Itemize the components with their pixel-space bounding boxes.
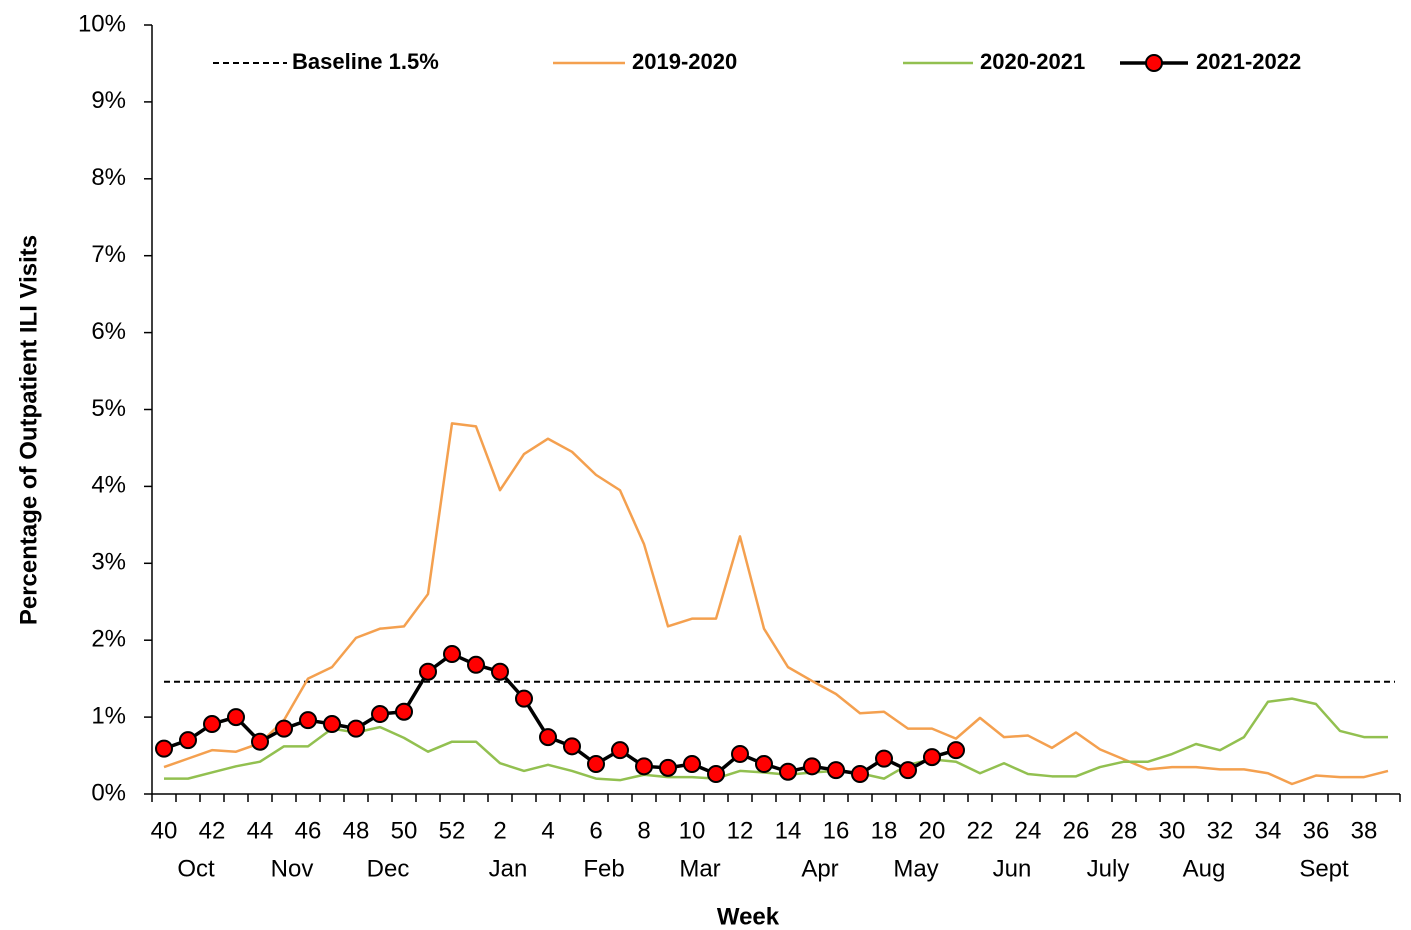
x-tick-label: 18 [871, 817, 898, 844]
marker [443, 645, 461, 664]
marker [635, 757, 653, 776]
month-label: May [893, 855, 938, 882]
y-tick-label: 10% [78, 10, 126, 37]
marker [707, 765, 725, 784]
series-line [163, 652, 957, 776]
x-tick-label: 44 [247, 817, 274, 844]
month-label: Oct [177, 855, 215, 882]
x-tick-label: 30 [1159, 817, 1186, 844]
legend-label: 2021-2022 [1196, 49, 1301, 74]
y-tick-label: 8% [91, 164, 126, 191]
x-tick-label: 20 [919, 817, 946, 844]
x-tick-label: 36 [1303, 817, 1330, 844]
month-label: Feb [583, 855, 624, 882]
marker [683, 755, 701, 774]
marker [275, 719, 293, 738]
x-tick-label: 46 [295, 817, 322, 844]
y-tick-label: 7% [91, 241, 126, 268]
x-tick-label: 50 [391, 817, 418, 844]
marker [227, 708, 245, 727]
x-tick-label: 42 [199, 817, 226, 844]
x-tick-label: 52 [439, 817, 466, 844]
y-tick-label: 0% [91, 779, 126, 806]
marker [779, 762, 797, 781]
marker [851, 765, 869, 784]
month-label: Apr [801, 855, 838, 882]
legend-marker [1145, 54, 1163, 72]
series-line [163, 422, 1389, 786]
marker [467, 655, 485, 674]
y-tick-label: 3% [91, 549, 126, 576]
month-label: Sept [1299, 855, 1349, 882]
marker [395, 702, 413, 721]
legend-label: Baseline 1.5% [292, 49, 439, 74]
x-tick-label: 34 [1255, 817, 1282, 844]
marker [539, 728, 557, 747]
y-tick-label: 5% [91, 395, 126, 422]
month-label: July [1087, 855, 1130, 882]
x-tick-label: 48 [343, 817, 370, 844]
month-label: Jan [489, 855, 528, 882]
marker [659, 758, 677, 777]
x-tick-label: 28 [1111, 817, 1138, 844]
marker [947, 741, 965, 760]
x-tick-label: 16 [823, 817, 850, 844]
y-tick-label: 6% [91, 318, 126, 345]
x-tick-label: 2 [493, 817, 506, 844]
month-label: Jun [993, 855, 1032, 882]
x-axis-title: Week [717, 903, 780, 930]
marker [179, 731, 197, 750]
x-tick-label: 12 [727, 817, 754, 844]
month-label: Dec [367, 855, 410, 882]
x-tick-label: 24 [1015, 817, 1042, 844]
marker [323, 715, 341, 734]
marker [515, 689, 533, 708]
marker [611, 741, 629, 760]
marker [419, 662, 437, 681]
marker [299, 711, 317, 730]
month-label: Mar [679, 855, 720, 882]
y-tick-label: 9% [91, 87, 126, 114]
marker [755, 755, 773, 774]
marker [875, 749, 893, 768]
marker [491, 662, 509, 681]
month-label: Aug [1183, 855, 1226, 882]
marker [803, 757, 821, 776]
y-axis-title: Percentage of Outpatient ILI Visits [15, 235, 42, 625]
x-tick-label: 40 [151, 817, 178, 844]
marker [155, 739, 173, 758]
marker [563, 737, 581, 756]
legend-label: 2019-2020 [632, 49, 737, 74]
marker [731, 745, 749, 764]
x-tick-label: 8 [637, 817, 650, 844]
marker [587, 755, 605, 774]
x-tick-label: 10 [679, 817, 706, 844]
x-tick-label: 38 [1351, 817, 1378, 844]
marker [899, 761, 917, 780]
x-tick-label: 14 [775, 817, 802, 844]
marker [203, 715, 221, 734]
marker [923, 748, 941, 767]
y-tick-label: 2% [91, 626, 126, 653]
x-tick-label: 32 [1207, 817, 1234, 844]
y-tick-label: 1% [91, 702, 126, 729]
marker [371, 705, 389, 724]
x-tick-label: 4 [541, 817, 554, 844]
marker [827, 761, 845, 780]
legend-label: 2020-2021 [980, 49, 1085, 74]
x-tick-label: 22 [967, 817, 994, 844]
month-label: Nov [271, 855, 314, 882]
marker [251, 732, 269, 751]
y-tick-label: 4% [91, 472, 126, 499]
x-tick-label: 26 [1063, 817, 1090, 844]
series-line [164, 697, 1388, 782]
marker [347, 719, 365, 738]
x-tick-label: 6 [589, 817, 602, 844]
